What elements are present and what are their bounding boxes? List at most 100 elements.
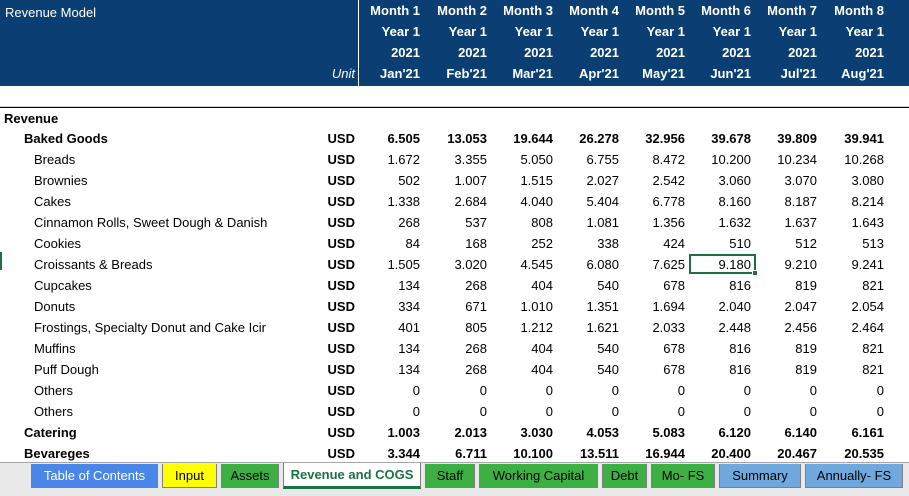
table-row[interactable]: Cakes USD 1.338 2.684 4.040 5.404 6.778 8.160 8.…	[0, 191, 909, 212]
value-cell[interactable]: 4.040	[520, 194, 553, 209]
sheet-tab[interactable]: Summary	[719, 464, 801, 488]
value-cell[interactable]: 816	[729, 362, 751, 377]
value-cell[interactable]: 3.020	[454, 257, 487, 272]
value-cell[interactable]: 540	[597, 341, 619, 356]
value-cell[interactable]: 2.013	[454, 425, 487, 440]
value-cell[interactable]: 0	[479, 404, 487, 419]
value-cell[interactable]: 816	[729, 278, 751, 293]
table-row[interactable]: Catering USD 1.003 2.013 3.030 4.053 5.083 6.12…	[0, 422, 909, 443]
value-cell[interactable]: 3.060	[718, 173, 751, 188]
value-cell[interactable]: 0	[611, 383, 619, 398]
fill-handle[interactable]	[752, 270, 758, 276]
value-cell[interactable]: 168	[465, 236, 487, 251]
value-cell[interactable]: 678	[663, 341, 685, 356]
value-cell[interactable]: 8.160	[718, 194, 751, 209]
month-header[interactable]: Month 2 Year 1 2021 Feb'21	[422, 0, 487, 86]
value-cell[interactable]: 424	[663, 236, 685, 251]
value-cell[interactable]: 8.472	[652, 152, 685, 167]
value-cell[interactable]: 39.941	[844, 131, 884, 146]
value-cell[interactable]: 401	[398, 320, 420, 335]
value-cell[interactable]: 6.161	[851, 425, 884, 440]
table-row[interactable]: Others USD 0 0 0 0 0 0 0 0	[0, 401, 909, 422]
value-cell[interactable]: 39.678	[711, 131, 751, 146]
sheet-tab[interactable]: Debt	[602, 464, 647, 488]
value-cell[interactable]: 2.542	[652, 173, 685, 188]
value-cell[interactable]: 2.040	[718, 299, 751, 314]
value-cell[interactable]: 10.200	[711, 152, 751, 167]
value-cell[interactable]: 513	[862, 236, 884, 251]
value-cell[interactable]: 1.351	[586, 299, 619, 314]
value-cell[interactable]: 808	[531, 215, 553, 230]
value-cell[interactable]: 10.234	[777, 152, 817, 167]
table-row[interactable]: Baked Goods USD 6.505 13.053 19.644 26.278 32.…	[0, 128, 909, 149]
value-cell[interactable]: 2.456	[784, 320, 817, 335]
month-header[interactable]: Month 4 Year 1 2021 Apr'21	[554, 0, 619, 86]
value-cell[interactable]: 26.278	[579, 131, 619, 146]
value-cell[interactable]: 9.210	[784, 257, 817, 272]
value-cell[interactable]: 5.083	[652, 425, 685, 440]
sheet-tab[interactable]: Table of Contents	[31, 464, 158, 488]
value-cell[interactable]: 1.694	[652, 299, 685, 314]
value-cell[interactable]: 0	[743, 383, 751, 398]
value-cell[interactable]: 1.338	[387, 194, 420, 209]
value-cell[interactable]: 19.644	[513, 131, 553, 146]
month-header[interactable]: Month 1 Year 1 2021 Jan'21	[355, 0, 420, 86]
value-cell[interactable]: 6.778	[652, 194, 685, 209]
value-cell[interactable]: 404	[531, 278, 553, 293]
value-cell[interactable]: 3.080	[851, 173, 884, 188]
value-cell[interactable]: 0	[677, 404, 685, 419]
value-cell[interactable]: 20.467	[777, 446, 817, 461]
value-cell[interactable]: 134	[398, 341, 420, 356]
value-cell[interactable]: 404	[531, 341, 553, 356]
table-row[interactable]: Puff Dough USD 134 268 404 540 678 816 819 821	[0, 359, 909, 380]
value-cell[interactable]: 819	[795, 362, 817, 377]
value-cell[interactable]: 540	[597, 278, 619, 293]
value-cell[interactable]: 1.010	[520, 299, 553, 314]
sheet-tab[interactable]: Staff	[425, 464, 475, 488]
table-row[interactable]: Breads USD 1.672 3.355 5.050 6.755 8.472 10.200…	[0, 149, 909, 170]
month-header[interactable]: Month 7 Year 1 2021 Jul'21	[752, 0, 817, 86]
value-cell[interactable]: 3.070	[784, 173, 817, 188]
value-cell[interactable]: 0	[743, 404, 751, 419]
value-cell[interactable]: 1.637	[784, 215, 817, 230]
value-cell[interactable]: 268	[398, 215, 420, 230]
value-cell[interactable]: 510	[729, 236, 751, 251]
value-cell[interactable]: 0	[876, 383, 884, 398]
value-cell[interactable]: 0	[479, 383, 487, 398]
value-cell[interactable]: 3.355	[454, 152, 487, 167]
value-cell[interactable]: 2.684	[454, 194, 487, 209]
value-cell[interactable]: 0	[876, 404, 884, 419]
table-row[interactable]: Donuts USD 334 671 1.010 1.351 1.694 2.040 2.047…	[0, 296, 909, 317]
value-cell[interactable]: 1.212	[520, 320, 553, 335]
value-cell[interactable]: 821	[862, 362, 884, 377]
value-cell[interactable]: 6.755	[586, 152, 619, 167]
value-cell[interactable]: 32.956	[645, 131, 685, 146]
value-cell[interactable]: 334	[398, 299, 420, 314]
value-cell[interactable]: 1.505	[387, 257, 420, 272]
table-row[interactable]: Croissants & Breads USD 1.505 3.020 4.545 6.0…	[0, 254, 909, 275]
month-header[interactable]: Month 8 Year 1 2021 Aug'21	[819, 0, 884, 86]
value-cell[interactable]: 821	[862, 341, 884, 356]
value-cell[interactable]: 2.054	[851, 299, 884, 314]
value-cell[interactable]: 0	[545, 383, 553, 398]
sheet-tab[interactable]: Mo- FS	[651, 464, 715, 488]
value-cell[interactable]: 1.007	[454, 173, 487, 188]
table-row[interactable]: Muffins USD 134 268 404 540 678 816 819 821	[0, 338, 909, 359]
value-cell[interactable]: 1.515	[520, 173, 553, 188]
sheet-tab[interactable]: Input	[162, 464, 217, 488]
value-cell[interactable]: 134	[398, 362, 420, 377]
value-cell[interactable]: 2.464	[851, 320, 884, 335]
value-cell[interactable]: 2.448	[718, 320, 751, 335]
value-cell[interactable]: 1.003	[387, 425, 420, 440]
value-cell[interactable]: 338	[597, 236, 619, 251]
value-cell[interactable]: 540	[597, 362, 619, 377]
value-cell[interactable]: 1.356	[652, 215, 685, 230]
table-row[interactable]: Cinnamon Rolls, Sweet Dough & Danish USD 2…	[0, 212, 909, 233]
value-cell[interactable]: 8.214	[851, 194, 884, 209]
value-cell[interactable]: 5.404	[586, 194, 619, 209]
value-cell[interactable]: 819	[795, 341, 817, 356]
month-header[interactable]: Month 3 Year 1 2021 Mar'21	[488, 0, 553, 86]
value-cell[interactable]: 6.120	[718, 425, 751, 440]
sheet-tab[interactable]: Annually- FS	[805, 464, 903, 488]
value-cell[interactable]: 268	[465, 362, 487, 377]
